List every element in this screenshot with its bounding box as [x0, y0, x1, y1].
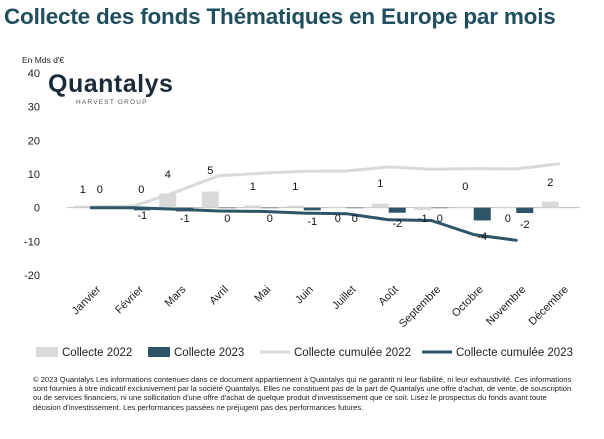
- legend-swatch-collecte-2023: [148, 347, 170, 357]
- bar-2023-5: [303, 207, 321, 211]
- chart-title: Collecte des fonds Thématiques en Europe…: [4, 4, 556, 29]
- bar-2023-10: [516, 207, 534, 214]
- data-label-2023: 0: [97, 184, 103, 196]
- disclaimer-text: © 2023 Quantalys Les informations conten…: [33, 375, 572, 412]
- lines: [89, 162, 561, 242]
- bar-2022-0: [74, 205, 92, 208]
- bar-2022-7: [371, 203, 389, 208]
- x-tick-label: Mars: [163, 283, 189, 309]
- x-tick-label: Avril: [207, 284, 230, 307]
- data-label-2023: -2: [520, 219, 530, 231]
- line-cumulee-2023: [89, 206, 518, 242]
- x-tick-label: Août: [376, 284, 400, 308]
- x-tick-label: Septembre: [397, 284, 444, 331]
- data-label-2022: 1: [292, 181, 298, 193]
- data-label-2022: 1: [377, 178, 383, 190]
- y-axis-unit-label: En Mds d'€: [22, 55, 65, 65]
- bar-2023-8: [431, 207, 449, 209]
- data-label-2023: 0: [352, 213, 358, 225]
- data-label-2022: 1: [80, 184, 86, 196]
- bar-2022-8: [414, 207, 432, 211]
- x-tick-label: Décembre: [527, 284, 571, 328]
- bar-2022-6: [329, 207, 347, 208]
- bar-2023-3: [218, 207, 236, 209]
- legend-label-collecte-2022: Collecte 2022: [62, 347, 132, 359]
- x-tick-label: Octobre: [450, 284, 486, 320]
- bar-2022-5: [286, 205, 304, 208]
- y-tick-label: 20: [28, 135, 40, 147]
- logo-subtitle: HARVEST GROUP: [76, 99, 148, 106]
- bar-2023-7: [388, 207, 406, 213]
- x-tick-label: Mai: [252, 284, 273, 305]
- y-tick-label: 30: [28, 102, 40, 114]
- data-label-2023: 0: [224, 213, 230, 225]
- x-tick-label: Février: [113, 283, 146, 316]
- y-tick-label: 10: [28, 169, 40, 181]
- bar-2023-6: [346, 207, 364, 209]
- data-label-2022: 2: [547, 177, 553, 189]
- data-label-2022: 0: [138, 184, 144, 196]
- data-label-2023: -1: [180, 213, 190, 225]
- bar-2022-9: [456, 206, 474, 208]
- x-tick-label: Janvier: [70, 283, 104, 317]
- legend-label-cumulee-2022: Collecte cumulée 2022: [294, 347, 411, 359]
- data-label-2023: 0: [267, 213, 273, 225]
- bar-2022-10: [499, 207, 517, 209]
- x-tick-label: Novembre: [484, 284, 528, 328]
- data-label-2022: 4: [165, 169, 171, 181]
- data-label-2023: 0: [437, 213, 443, 225]
- y-tick-label: 0: [34, 203, 40, 215]
- y-tick-label: 40: [28, 68, 40, 80]
- data-label-2022: 5: [207, 165, 213, 177]
- data-label-2022: 0: [335, 213, 341, 225]
- data-label-2023: -4: [477, 231, 487, 243]
- logo-wordmark: Quantalys: [48, 70, 174, 98]
- bar-2022-4: [244, 205, 262, 208]
- legend-swatch-collecte-2022: [36, 347, 58, 357]
- data-label-2022: 0: [462, 181, 468, 193]
- data-label-2023: -1: [137, 210, 147, 222]
- data-label-2022: 1: [250, 181, 256, 193]
- bar-2023-4: [261, 207, 279, 209]
- legend: Collecte 2022 Collecte 2023 Collecte cum…: [36, 347, 573, 359]
- y-tick-label: -20: [24, 270, 40, 282]
- y-tick-label: -10: [24, 236, 40, 248]
- bar-2022-11: [541, 201, 559, 208]
- legend-label-collecte-2023: Collecte 2023: [174, 347, 244, 359]
- bar-2022-3: [201, 191, 219, 208]
- quantalys-logo: Quantalys HARVEST GROUP: [48, 70, 188, 110]
- legend-label-cumulee-2023: Collecte cumulée 2023: [456, 347, 573, 359]
- line-cumulee-2022: [89, 162, 561, 209]
- x-tick-label: Juillet: [330, 284, 358, 312]
- data-label-2022: -1: [418, 213, 428, 225]
- bar-2023-9: [473, 207, 491, 221]
- x-axis: Janvier Février Mars Avril Mai Juin Juillet Aoû…: [70, 283, 571, 330]
- data-label-2022: 0: [505, 213, 511, 225]
- data-label-2023: -1: [307, 216, 317, 228]
- x-tick-label: Juin: [293, 284, 316, 307]
- data-label-2023: -2: [392, 218, 402, 230]
